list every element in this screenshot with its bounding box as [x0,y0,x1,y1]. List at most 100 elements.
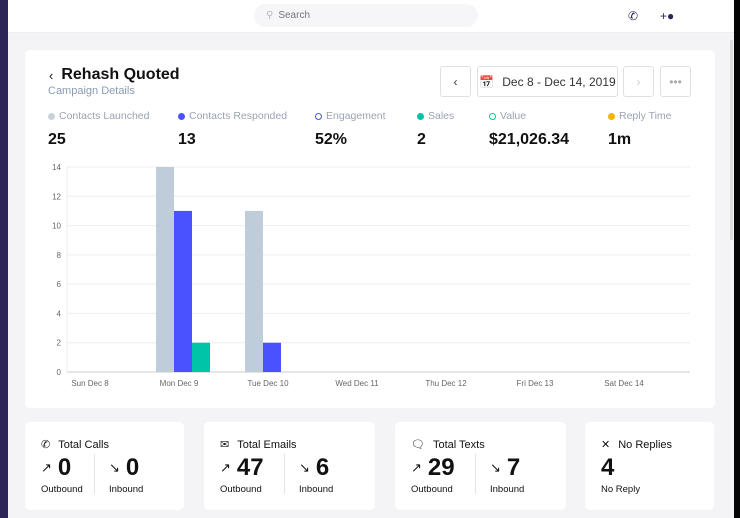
stat-contacts-responded: Contacts Responded 13 [178,110,287,149]
inbound-label: Inbound [299,484,334,495]
x-tick-label: Mon Dec 9 [160,379,199,388]
card-title: Total Emails [237,438,297,451]
x-tick-label: Sun Dec 8 [71,379,109,388]
outbound-count: 47 [236,454,264,481]
date-range-label: Dec 8 - Dec 14, 2019 [502,74,616,89]
total-texts-card: 🗨 Total Texts ↗ 29 Outbound ↘ 7 Inbound [395,422,566,510]
more-options-button[interactable]: ••• [660,66,691,97]
legend-dot-icon [178,112,185,120]
stat-value: 25 [48,131,66,148]
x-tick-label: Tue Dec 10 [247,379,289,388]
no-replies-card: ✕ No Replies 4 No Reply [585,422,714,510]
divider [284,454,285,494]
campaign-title: Rehash Quoted [61,66,180,83]
card-title: No Replies [618,438,673,451]
stat-value: $21,026.34 [489,131,570,148]
stat-contacts-launched: Contacts Launched 25 [48,110,149,149]
outbound-label: Outbound [220,484,262,495]
divider [475,454,476,494]
campaign-card: ‹ Rehash Quoted Campaign Details ‹ 📅 Dec… [25,50,715,408]
page-title: ‹ Rehash Quoted [49,66,180,84]
bar [263,342,281,372]
stat-sales: Sales 2 [417,110,454,149]
legend-dot-icon [417,112,424,120]
y-tick-label: 8 [57,251,62,260]
bar [156,167,174,372]
bar [245,210,263,372]
legend-ring-icon [315,112,322,120]
stat-label: Sales [428,110,455,122]
outbound-arrow-icon: ↗ [41,460,52,475]
search-icon: ⚲ [266,10,274,21]
outbound-arrow-icon: ↗ [411,460,422,475]
bar-chart: 0 2 4 6 8 10 12 14 Sun Dec 8 Mon Dec 9 Tue Dec 10 W… [52,163,690,388]
no-reply-label: No Reply [601,484,641,495]
bar [174,210,192,372]
inbound-count: 0 [125,454,140,481]
y-tick-label: 14 [52,163,61,172]
legend-ring-icon [489,112,496,120]
inbound-arrow-icon: ↘ [299,460,310,475]
stat-value: Value $21,026.34 [489,110,569,149]
outbound-count: 29 [427,454,455,481]
x-tick-label: Fri Dec 13 [517,379,554,388]
back-chevron-icon[interactable]: ‹ [49,67,54,83]
stat-label: Value [500,110,527,122]
stat-value: 1m [608,131,632,148]
divider [94,454,95,494]
date-range-button[interactable]: 📅 Dec 8 - Dec 14, 2019 [477,66,618,97]
outbound-label: Outbound [411,484,453,495]
outbound-label: Outbound [41,484,83,495]
search-input[interactable] [278,10,459,21]
prev-week-button[interactable]: ‹ [440,66,471,97]
bar [192,342,210,372]
scrollbar[interactable] [730,40,733,240]
total-emails-card: ✉ Total Emails ↗ 47 Outbound ↘ 6 Inbound [204,422,375,510]
email-icon: ✉ [220,439,230,451]
inbound-arrow-icon: ↘ [490,460,501,475]
y-tick-label: 6 [57,280,62,289]
stat-reply-time: Reply Time 1m [608,110,672,149]
left-window-edge [0,0,8,518]
add-user-icon[interactable]: +● [660,9,675,23]
calendar-icon: 📅 [479,74,495,89]
stat-value: 13 [178,131,196,148]
phone-icon[interactable]: ✆ [628,9,639,23]
legend-dot-icon [48,112,55,120]
y-tick-label: 2 [57,339,62,348]
right-window-edge [734,0,740,518]
inbound-label: Inbound [490,484,525,495]
y-tick-label: 0 [57,368,62,377]
stat-label: Contacts Responded [189,110,288,122]
search-box[interactable]: ⚲ [254,4,478,27]
x-tick-label: Sat Dec 14 [604,379,644,388]
x-tick-label: Wed Dec 11 [335,379,379,388]
chat-bubble-icon: 🗨 [411,439,425,451]
next-week-button[interactable]: › [623,66,654,97]
inbound-label: Inbound [109,484,144,495]
stat-label: Reply Time [619,110,672,122]
total-calls-card: ✆ Total Calls ↗ 0 Outbound ↘ 0 Inbound [25,422,184,510]
outbound-arrow-icon: ↗ [220,460,231,475]
inbound-arrow-icon: ↘ [109,460,120,475]
close-x-icon: ✕ [601,439,611,451]
y-tick-label: 4 [57,309,62,318]
card-title: Total Texts [432,438,485,451]
y-tick-label: 10 [52,222,61,231]
x-tick-label: Thu Dec 12 [425,379,467,388]
stat-value: 2 [417,131,426,148]
stat-value: 52% [315,131,348,148]
legend-dot-icon [608,112,615,120]
card-title: Total Calls [58,438,109,451]
stat-engagement: Engagement 52% [315,110,386,149]
stat-label: Engagement [326,110,386,122]
campaign-subtitle: Campaign Details [48,85,135,97]
phone-icon: ✆ [41,439,51,451]
inbound-count: 6 [315,454,330,481]
inbound-count: 7 [506,454,521,481]
no-reply-count: 4 [601,454,615,481]
stat-label: Contacts Launched [59,110,150,122]
y-tick-label: 12 [52,192,61,201]
top-bar: ⚲ ✆ +● [8,0,734,33]
outbound-count: 0 [57,454,72,481]
